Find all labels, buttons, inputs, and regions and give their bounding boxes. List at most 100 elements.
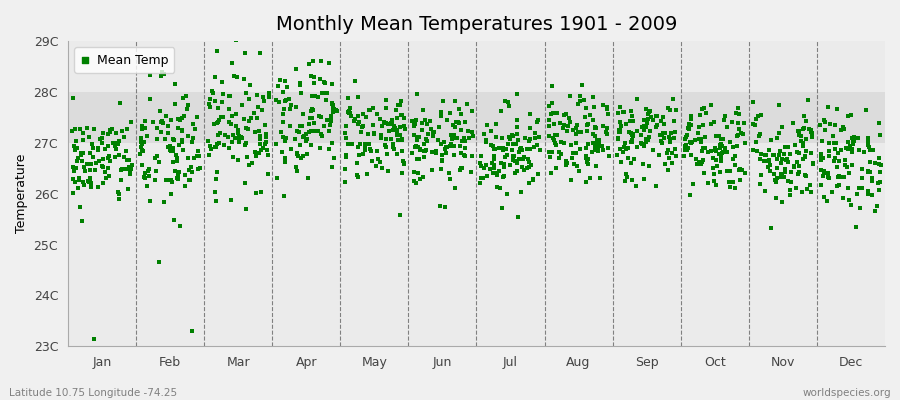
Point bbox=[738, 170, 752, 176]
Point bbox=[723, 168, 737, 174]
Point bbox=[832, 173, 846, 179]
Point bbox=[238, 206, 253, 212]
Point bbox=[872, 187, 886, 193]
Point bbox=[202, 152, 216, 158]
Point bbox=[183, 176, 197, 183]
Point bbox=[527, 135, 542, 142]
Point bbox=[222, 93, 237, 100]
Point bbox=[770, 156, 785, 162]
Point bbox=[304, 106, 319, 112]
Point bbox=[193, 165, 207, 171]
Point bbox=[101, 155, 115, 162]
Point bbox=[667, 135, 681, 141]
Point bbox=[792, 150, 806, 156]
Point bbox=[358, 141, 373, 148]
Point bbox=[806, 130, 820, 136]
Point bbox=[799, 118, 814, 124]
Point bbox=[794, 138, 808, 144]
Point bbox=[184, 169, 199, 175]
Point bbox=[836, 174, 850, 181]
Point bbox=[569, 125, 583, 132]
Point bbox=[542, 117, 556, 123]
Point bbox=[777, 174, 791, 180]
Point bbox=[190, 114, 204, 120]
Point bbox=[315, 90, 329, 96]
Point bbox=[350, 160, 365, 166]
Point bbox=[601, 145, 616, 152]
Point bbox=[588, 142, 602, 149]
Point bbox=[612, 127, 626, 134]
Point bbox=[487, 146, 501, 152]
Point bbox=[832, 182, 846, 188]
Point bbox=[185, 121, 200, 127]
Point bbox=[405, 118, 419, 124]
Point bbox=[191, 165, 205, 172]
Point bbox=[614, 123, 628, 130]
Point bbox=[778, 169, 792, 175]
Point bbox=[556, 140, 571, 146]
Point bbox=[842, 139, 856, 145]
Point bbox=[758, 152, 772, 158]
Point bbox=[527, 130, 542, 136]
Point bbox=[165, 179, 179, 186]
Point bbox=[617, 144, 632, 150]
Point bbox=[629, 183, 643, 190]
Point bbox=[485, 160, 500, 166]
Point bbox=[494, 159, 508, 166]
Point bbox=[223, 121, 238, 127]
Point bbox=[168, 80, 183, 87]
Point bbox=[140, 168, 155, 175]
Point bbox=[211, 141, 225, 147]
Point bbox=[457, 152, 472, 159]
Point bbox=[511, 213, 526, 220]
Point bbox=[592, 175, 607, 181]
Point bbox=[446, 132, 461, 138]
Point bbox=[832, 158, 847, 164]
Point bbox=[827, 158, 842, 164]
Point bbox=[215, 99, 230, 105]
Point bbox=[439, 144, 454, 150]
Point bbox=[491, 145, 506, 152]
Point bbox=[164, 177, 178, 183]
Point bbox=[617, 109, 632, 116]
Point bbox=[461, 128, 475, 135]
Point bbox=[694, 161, 708, 167]
Point bbox=[570, 163, 584, 170]
Point bbox=[637, 117, 652, 123]
Point bbox=[479, 138, 493, 144]
Point bbox=[83, 166, 97, 173]
Point bbox=[372, 156, 386, 163]
Point bbox=[573, 98, 588, 104]
Point bbox=[680, 145, 695, 152]
Point bbox=[96, 130, 111, 136]
Point bbox=[706, 118, 721, 125]
Point bbox=[762, 168, 777, 175]
Point bbox=[111, 140, 125, 147]
Point bbox=[803, 182, 817, 188]
Point bbox=[500, 140, 515, 147]
Point bbox=[229, 37, 243, 43]
Point bbox=[351, 120, 365, 127]
Point bbox=[292, 82, 307, 88]
Point bbox=[554, 139, 568, 145]
Point bbox=[497, 172, 511, 179]
Point bbox=[508, 141, 523, 147]
Point bbox=[759, 152, 773, 158]
Point bbox=[143, 197, 157, 204]
Point bbox=[662, 106, 677, 113]
Point bbox=[708, 148, 723, 154]
Point bbox=[417, 154, 431, 160]
Point bbox=[370, 148, 384, 154]
Point bbox=[284, 102, 298, 108]
Point bbox=[394, 112, 409, 118]
Point bbox=[405, 150, 419, 156]
Point bbox=[569, 150, 583, 156]
Point bbox=[431, 137, 446, 143]
Point bbox=[637, 127, 652, 133]
Point bbox=[697, 170, 711, 176]
Point bbox=[492, 184, 507, 191]
Point bbox=[500, 191, 514, 198]
Point bbox=[134, 138, 148, 145]
Point bbox=[828, 122, 842, 128]
Point bbox=[732, 126, 746, 132]
